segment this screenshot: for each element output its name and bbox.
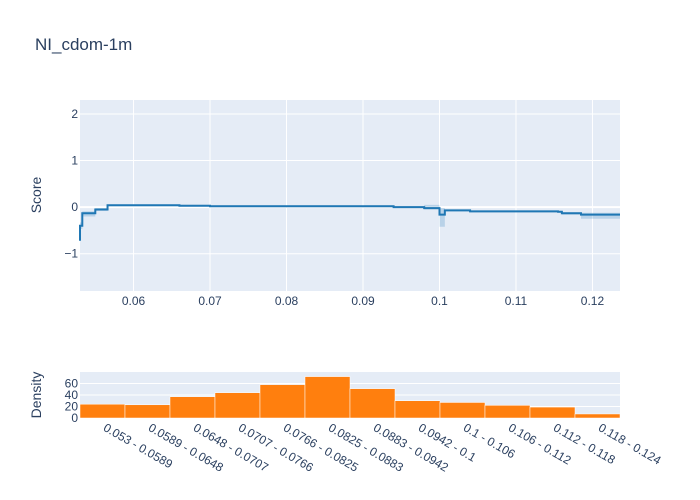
- histogram-bar: [574, 413, 621, 419]
- y-tick-label: 40: [65, 388, 79, 402]
- x-tick-label: 0.08: [275, 294, 299, 308]
- x-tick-label: 0.07: [198, 294, 222, 308]
- x-tick-label: 0.12: [581, 294, 605, 308]
- y-tick-label: 2: [71, 107, 78, 121]
- y-tick-label: 20: [65, 400, 79, 414]
- histogram-bar: [124, 404, 171, 419]
- histogram-bar: [394, 400, 441, 419]
- x-tick-label: 0.06: [122, 294, 146, 308]
- score-gridlines: [80, 100, 620, 291]
- score-plot-area: [80, 100, 620, 291]
- histogram-bar: [529, 406, 576, 419]
- histogram-bar: [484, 405, 531, 419]
- y-tick-label: 0: [71, 411, 78, 425]
- histogram-bar: [79, 403, 126, 419]
- score-line-chart: 0.06 0.07 0.08 0.09 0.1 0.11 0.12 −1 0 1 2 Score: [28, 100, 620, 308]
- histogram-bar: [169, 396, 216, 419]
- histogram-bar: [259, 384, 306, 419]
- histogram-bar: [304, 376, 351, 419]
- histogram-bar: [214, 392, 261, 419]
- y-tick-label: −1: [64, 247, 78, 261]
- density-bars: [79, 376, 621, 419]
- x-tick-label: 0.09: [351, 294, 375, 308]
- score-y-axis-title: Score: [28, 177, 44, 214]
- y-tick-label: 0: [71, 200, 78, 214]
- histogram-bar: [439, 402, 486, 419]
- histogram-bar: [349, 388, 396, 419]
- x-tick-label: 0.11: [505, 294, 528, 308]
- y-tick-label: 60: [65, 377, 79, 391]
- density-y-axis-title: Density: [28, 372, 44, 419]
- score-line: [79, 204, 620, 241]
- x-tick-label: 0.1: [431, 294, 448, 308]
- score-y-tick-labels: −1 0 1 2: [64, 107, 78, 261]
- chart-title: NI_cdom-1m: [35, 35, 132, 54]
- y-tick-label: 1: [71, 154, 78, 168]
- score-x-tick-labels: 0.06 0.07 0.08 0.09 0.1 0.11 0.12: [122, 294, 605, 308]
